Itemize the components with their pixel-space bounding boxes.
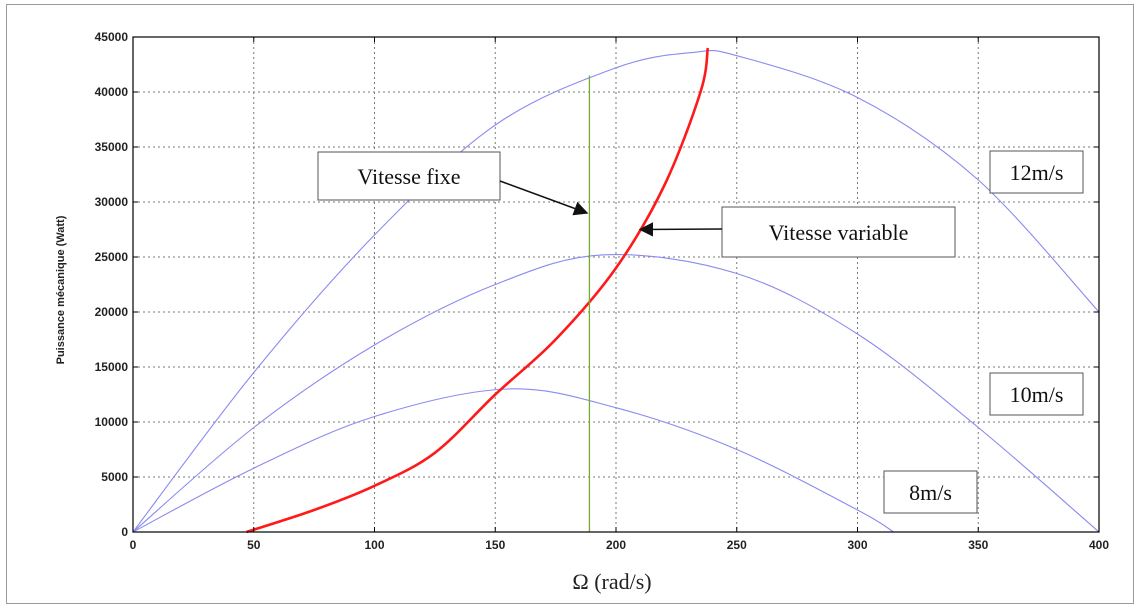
x-tick-label: 250 — [727, 538, 747, 552]
annotations: Vitesse fixe Vitesse variable 12m/s 10m/s 8m… — [317, 150, 1084, 514]
series-line-8m-s — [132, 388, 894, 533]
x-tick-label: 0 — [130, 538, 137, 552]
ticks: 0 50 100 150 200 250 300 350 400 0 5000 10000 15000 2… — [95, 30, 1110, 552]
y-tick-label: 40000 — [95, 85, 129, 99]
y-tick-label: 30000 — [95, 195, 129, 209]
y-tick-label: 5000 — [101, 470, 128, 484]
series-line-10m-s — [132, 253, 1100, 533]
x-axis-label: Ω (rad/s) — [572, 569, 651, 594]
y-tick-label: 45000 — [95, 30, 129, 44]
x-tick-label: 350 — [968, 538, 988, 552]
annotation-10ms: 10m/s — [989, 372, 1084, 416]
annotation-box — [721, 206, 956, 258]
annotation-box — [989, 150, 1084, 194]
annotation-box — [989, 372, 1084, 416]
x-tick-label: 150 — [485, 538, 505, 552]
y-tick-label: 25000 — [95, 250, 129, 264]
annotation-8ms: 8m/s — [883, 470, 978, 514]
figure-frame — [6, 4, 1134, 604]
x-tick-label: 400 — [1089, 538, 1109, 552]
y-tick-label: 0 — [121, 525, 128, 539]
annotation-arrow — [499, 180, 589, 216]
annotation-text: 8m/s — [909, 480, 952, 505]
annotation-box — [883, 470, 978, 514]
annotation-box — [317, 151, 501, 201]
annotation-text: 10m/s — [1010, 382, 1064, 407]
y-tick-label: 15000 — [95, 360, 129, 374]
annotation-text: Vitesse variable — [769, 220, 909, 245]
y-axis-label: Puissance mécanique (Watt) — [55, 215, 67, 364]
y-tick-label: 20000 — [95, 305, 129, 319]
y-tick-label: 35000 — [95, 140, 129, 154]
x-tick-label: 50 — [247, 538, 261, 552]
annotation-12ms: 12m/s — [989, 150, 1084, 194]
series-layer — [132, 47, 1100, 534]
series-line-vitesse-variable — [246, 47, 710, 534]
annotation-arrow — [638, 222, 723, 237]
annotation-text: 12m/s — [1010, 160, 1064, 185]
series-line-12m-s — [132, 49, 1100, 533]
x-tick-label: 300 — [847, 538, 867, 552]
annotation-vitesse-variable: Vitesse variable — [638, 206, 956, 258]
annotation-text: Vitesse fixe — [357, 164, 460, 189]
x-tick-label: 200 — [606, 538, 626, 552]
annotation-vitesse-fixe: Vitesse fixe — [317, 151, 589, 216]
x-tick-label: 100 — [364, 538, 384, 552]
y-tick-label: 10000 — [95, 415, 129, 429]
